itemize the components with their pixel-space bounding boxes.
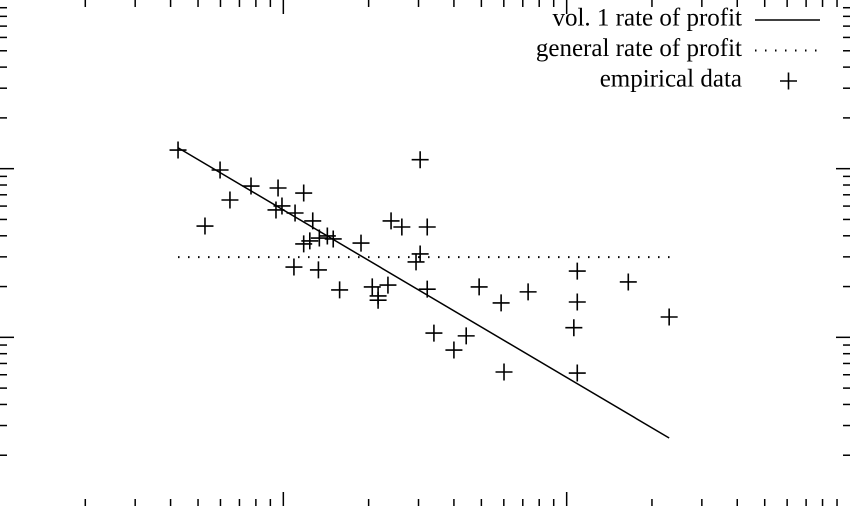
- data-point: [418, 218, 436, 236]
- data-point: [301, 232, 319, 250]
- data-point: [445, 341, 463, 359]
- legend-label: general rate of profit: [536, 35, 742, 62]
- data-point: [331, 281, 349, 299]
- legend-label: empirical data: [600, 66, 742, 93]
- data-point: [285, 258, 303, 276]
- data-point: [324, 230, 342, 248]
- data-point: [309, 261, 327, 279]
- data-point: [393, 218, 411, 236]
- data-point: [470, 278, 488, 296]
- data-point: [411, 245, 429, 263]
- data-point: [221, 191, 239, 209]
- trend-line: [177, 147, 670, 439]
- data-point: [418, 280, 436, 298]
- data-point: [242, 177, 260, 195]
- data-point: [425, 324, 443, 342]
- data-point: [382, 212, 400, 230]
- data-point: [295, 184, 313, 202]
- data-point: [568, 293, 586, 311]
- data-point: [273, 197, 291, 215]
- data-point: [495, 363, 513, 381]
- data-point: [211, 161, 229, 179]
- data-point: [352, 234, 370, 252]
- data-point: [519, 283, 537, 301]
- data-point: [457, 327, 475, 345]
- legend-marker: [780, 72, 797, 90]
- data-point: [660, 308, 678, 326]
- data-point: [619, 273, 637, 291]
- data-point: [407, 253, 425, 271]
- data-point: [379, 276, 397, 294]
- data-point: [363, 278, 381, 296]
- data-point: [286, 204, 304, 222]
- data-point: [304, 212, 322, 230]
- data-point: [369, 291, 387, 309]
- data-point: [310, 229, 328, 247]
- data-point: [196, 217, 214, 235]
- legend-label: vol. 1 rate of profit: [552, 5, 742, 32]
- data-point: [568, 262, 586, 280]
- data-point: [411, 151, 429, 169]
- data-point: [169, 141, 187, 159]
- data-point: [269, 179, 287, 197]
- data-point: [568, 364, 586, 382]
- data-point: [492, 294, 510, 312]
- data-point: [565, 319, 583, 337]
